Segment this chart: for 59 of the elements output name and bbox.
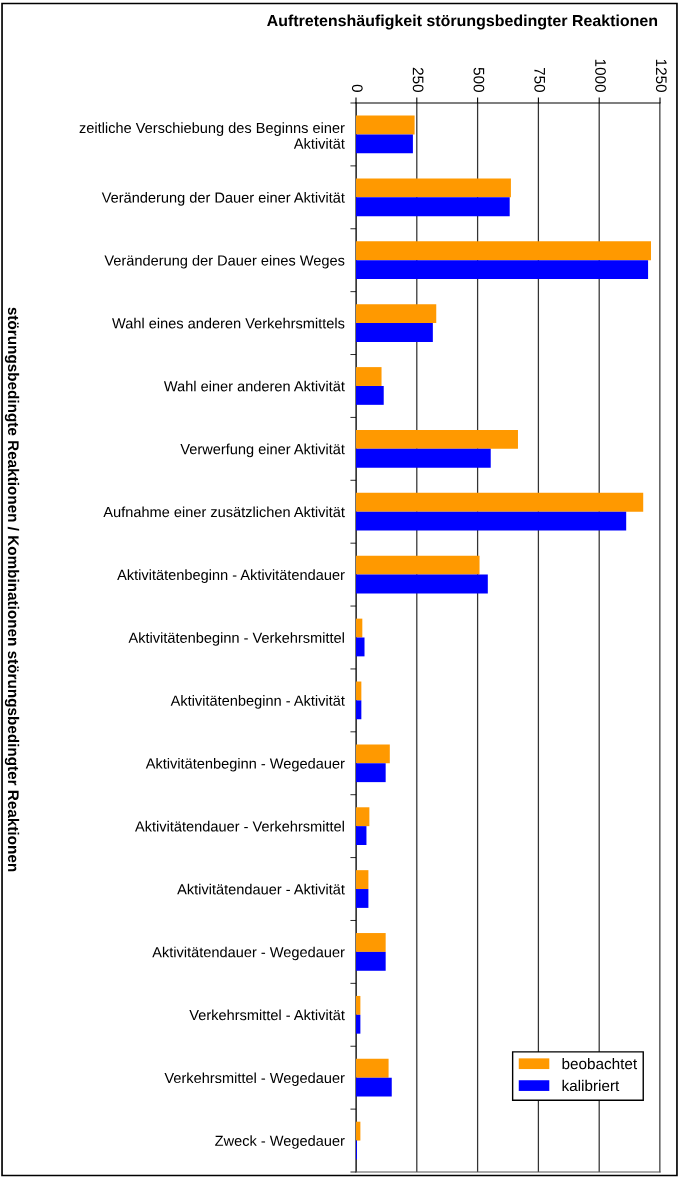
bar: [356, 555, 480, 575]
chart-title: Auftretenshäufigkeit störungsbedingter Reaktionen: [267, 14, 658, 30]
bar: [356, 763, 386, 783]
y-tick-label: Wahl einer anderen Aktivität: [163, 380, 345, 392]
bar: [356, 385, 384, 405]
y-tick-label: Aktivitätenbeginn - Wegedauer: [145, 757, 345, 772]
bar: [356, 323, 433, 342]
bar: [356, 492, 644, 512]
bar: [356, 197, 510, 217]
bar: [356, 367, 382, 386]
y-tick-label: Aktivitätendauer - Verkehrsmittel: [135, 820, 344, 832]
bar: [356, 951, 386, 971]
bar: [356, 807, 370, 827]
bar: [356, 574, 488, 594]
y-tick-label: Aktivitätenbeginn - Aktivität: [170, 695, 345, 709]
bar: [356, 1058, 389, 1078]
x-tick-label: 0: [351, 84, 363, 92]
bar: [356, 870, 369, 890]
y-tick-label: Wahl eines anderen Verkehrsmittels: [112, 317, 345, 329]
x-tick-label: 500: [473, 67, 485, 92]
bar: [356, 1077, 392, 1097]
bar: [356, 1014, 361, 1034]
y-tick-label: Veränderung der Dauer einer Aktivität: [101, 192, 345, 206]
y-tick-label: Verwerfung einer Aktivität: [180, 443, 345, 458]
x-tick-label: 1250: [655, 59, 667, 92]
bar: [356, 700, 362, 720]
bar: [356, 511, 627, 531]
y-tick-label: Aktivitätenbeginn - Aktivitätendauer: [117, 569, 345, 583]
bar: [356, 115, 415, 135]
bar: [356, 618, 363, 638]
bar: [356, 1121, 361, 1141]
y-tick-label: Aktivitätenbeginn - Verkehrsmittel: [128, 632, 344, 646]
bar: [356, 826, 367, 846]
bar: [356, 241, 651, 261]
y-axis-title: störungsbedingte Reaktionen / Kombinationen störungsbedingter Reaktionen: [4, 307, 20, 872]
x-tick-label: 1000: [595, 59, 606, 92]
bar: [356, 637, 365, 657]
bar: [356, 744, 390, 764]
bar: [356, 429, 518, 449]
bar: [356, 304, 437, 324]
bar: [356, 448, 491, 468]
y-tick-label: Aktivitätendauer - Wegedauer: [152, 946, 345, 961]
bar: [356, 889, 369, 908]
legend-label: kalibriert: [562, 1079, 620, 1092]
bar: [356, 933, 386, 952]
bar: [356, 995, 361, 1015]
bar: [356, 260, 649, 280]
y-tick-label: zeitliche Verschiebung des Beginns einer Aktivität: [79, 122, 345, 149]
x-tick-label: 250: [412, 67, 424, 92]
y-tick-label: Veränderung der Dauer eines Weges: [104, 254, 345, 269]
y-tick-label: Verkehrsmittel - Wegedauer: [164, 1072, 345, 1086]
y-tick-label: Aufnahme einer zusätzlichen Aktivität: [103, 506, 345, 518]
y-tick-label: Aktivitätendauer - Aktivität: [177, 883, 345, 895]
y-tick-label: Verkehrsmittel - Aktivität: [189, 1009, 345, 1021]
bar: [356, 134, 413, 154]
x-tick-label: 750: [534, 67, 546, 92]
bar: [356, 178, 511, 198]
legend-label: beobachtet: [562, 1057, 638, 1070]
y-tick-label: Zweck - Wegedauer: [215, 1135, 345, 1149]
